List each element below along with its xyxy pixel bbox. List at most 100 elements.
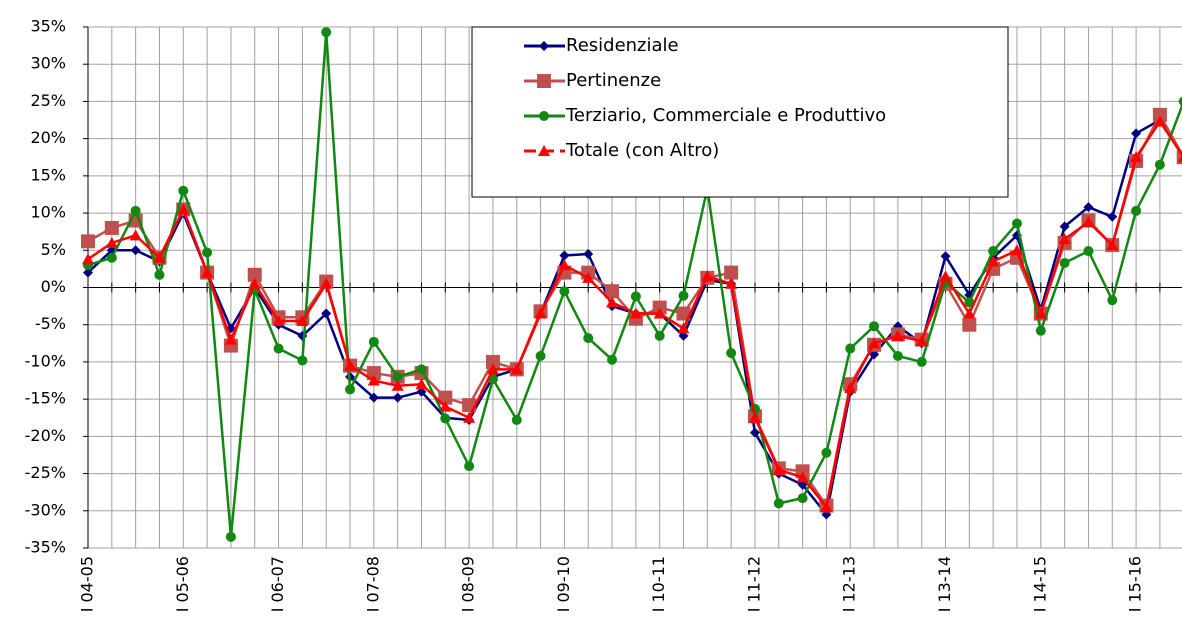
x-tick-label: I 09-10 [554, 556, 573, 612]
marker [82, 253, 94, 265]
legend: Residenziale Pertinenze Terziario, Commerc… [471, 26, 1009, 198]
marker [1059, 257, 1070, 268]
y-tick-label: -5% [35, 314, 66, 333]
x-tick-label: I 08-09 [459, 556, 478, 612]
marker [582, 271, 595, 283]
marker [345, 384, 356, 395]
legend-marker [537, 74, 551, 88]
marker [677, 322, 690, 334]
marker [939, 270, 952, 282]
marker [558, 259, 571, 271]
marker [1131, 128, 1142, 139]
marker [130, 245, 141, 256]
y-tick-label: -35% [25, 538, 66, 557]
legend-box [471, 26, 1009, 198]
y-tick-label: -15% [25, 389, 66, 408]
marker [583, 333, 594, 344]
marker [320, 277, 333, 289]
x-tick-label: I 14-15 [1030, 556, 1049, 612]
marker [987, 255, 1000, 267]
marker [772, 463, 785, 475]
marker [129, 229, 142, 241]
marker [485, 354, 500, 369]
marker [1059, 221, 1070, 232]
x-tick-label: I 15-16 [1126, 556, 1145, 612]
marker [534, 307, 547, 319]
marker [726, 347, 737, 358]
x-tick-label: I 06-07 [268, 556, 287, 612]
x-tick-label: I 10-11 [649, 556, 668, 612]
legend-marker [539, 41, 549, 51]
marker [1107, 211, 1118, 222]
legend-label: Pertinenze [566, 70, 661, 91]
marker [892, 350, 903, 361]
marker [463, 411, 476, 423]
marker [273, 343, 284, 354]
marker [368, 392, 379, 403]
marker [297, 355, 308, 366]
marker [654, 330, 665, 341]
marker [1058, 233, 1071, 245]
marker [844, 381, 857, 393]
marker [177, 203, 190, 215]
legend-marker [538, 145, 550, 156]
marker [1011, 218, 1022, 229]
plot-area [81, 27, 1182, 542]
marker [583, 249, 594, 260]
legend-label: Totale (con Altro) [565, 140, 719, 161]
marker [106, 252, 117, 263]
marker [535, 350, 546, 361]
marker [415, 378, 428, 390]
legend-label: Residenziale [566, 35, 679, 56]
marker [366, 366, 381, 381]
marker [464, 461, 475, 472]
marker [130, 205, 141, 216]
marker [749, 427, 760, 438]
marker [1083, 246, 1094, 257]
marker [988, 246, 999, 257]
marker [272, 314, 285, 326]
marker [392, 392, 403, 403]
y-tick-label: -20% [25, 426, 66, 445]
marker [1034, 307, 1047, 319]
marker [1107, 295, 1118, 306]
marker [202, 247, 213, 258]
marker [105, 236, 118, 248]
marker [607, 354, 618, 365]
y-tick-label: 0% [41, 277, 66, 296]
marker [1154, 159, 1165, 170]
x-tick-label: I 12-13 [840, 556, 859, 612]
marker [676, 306, 691, 321]
marker [1035, 325, 1046, 336]
marker [438, 390, 453, 405]
y-tick-label: -30% [25, 500, 66, 519]
marker [606, 296, 619, 308]
marker [1130, 151, 1143, 163]
marker [439, 400, 452, 412]
marker [367, 374, 380, 386]
y-tick-label: -25% [25, 463, 66, 482]
legend-label: Terziario, Commerciale e Produttivo [565, 105, 886, 126]
marker [321, 27, 332, 38]
marker [796, 471, 809, 483]
marker [559, 286, 570, 297]
y-tick-label: 25% [30, 91, 66, 110]
marker [104, 220, 119, 235]
marker [1010, 244, 1023, 256]
marker [629, 307, 642, 319]
marker [845, 343, 856, 354]
marker [891, 329, 904, 341]
marker [486, 363, 499, 375]
marker [773, 498, 784, 509]
legend-marker [539, 111, 549, 121]
x-tick-label: I 07-08 [363, 556, 382, 612]
marker [820, 501, 833, 513]
marker [1106, 239, 1119, 251]
marker [416, 364, 427, 375]
marker [1082, 216, 1095, 228]
marker [178, 185, 189, 196]
marker [440, 413, 451, 424]
y-tick-label: 5% [41, 240, 66, 259]
x-tick-label: I 13-14 [935, 556, 954, 612]
y-tick-label: 35% [30, 17, 66, 36]
